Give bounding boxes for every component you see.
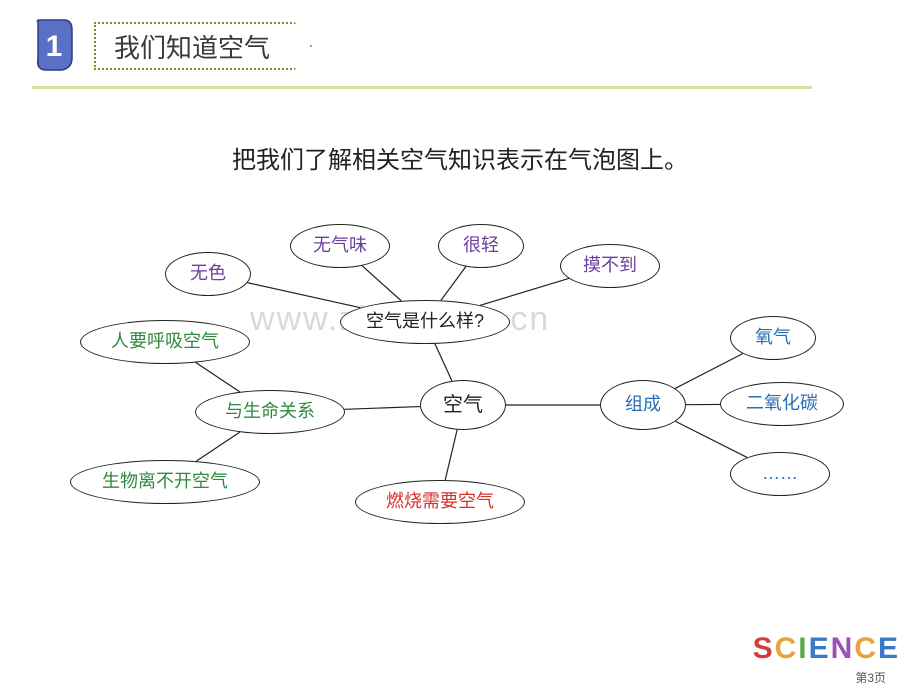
slide-header: 1 我们知道空气 (0, 0, 920, 74)
bubble-colorless: 无色 (165, 252, 251, 296)
bubble-odorless: 无气味 (290, 224, 390, 268)
page-number: 第3页 (855, 669, 886, 686)
header-underline (32, 86, 812, 89)
bubble-co2: 二氧化碳 (720, 382, 844, 426)
science-letter: N (831, 632, 853, 666)
bubble-liferel: 与生命关系 (195, 390, 345, 434)
bubble-cantleave: 生物离不开空气 (70, 460, 260, 504)
bubble-burn: 燃烧需要空气 (355, 480, 525, 524)
bubble-more: …… (730, 452, 830, 496)
bubble-compose: 组成 (600, 380, 686, 430)
slide-title: 我们知道空气 (114, 28, 270, 65)
science-letter: E (809, 632, 829, 666)
bubble-o2: 氧气 (730, 316, 816, 360)
science-letter: E (878, 632, 898, 666)
bubble-light: 很轻 (438, 224, 524, 268)
bubble-whatlike: 空气是什么样? (340, 300, 510, 344)
slide-subtitle: 把我们了解相关空气知识表示在气泡图上。 (0, 140, 920, 175)
science-letter: I (798, 632, 806, 666)
bubble-diagram: 空气 空气是什么样? 无色无气味 很轻摸不到与生命关系 人要呼吸空气生物离不开空气 燃烧需… (0, 200, 920, 560)
section-number: 1 (46, 30, 63, 63)
title-ribbon: 我们知道空气 (94, 22, 312, 70)
section-number-icon: 1 (32, 18, 76, 74)
science-letter: S (753, 632, 773, 666)
bubble-untouchable: 摸不到 (560, 244, 660, 288)
bubble-breathe: 人要呼吸空气 (80, 320, 250, 364)
bubble-air: 空气 (420, 380, 506, 430)
science-letter: C (775, 632, 797, 666)
science-letter: C (854, 632, 876, 666)
science-logo: SCIENCE (753, 632, 898, 666)
